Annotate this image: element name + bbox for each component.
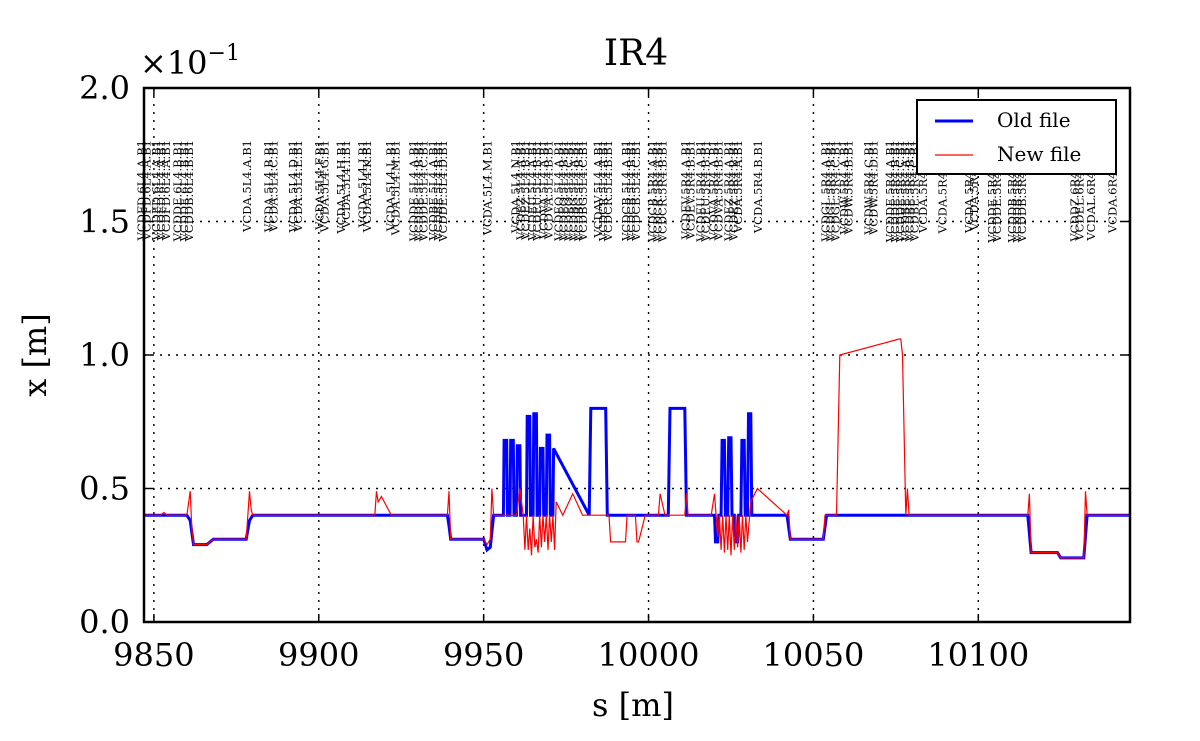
element-annotation: VCDCR.5L4.A.B1 xyxy=(596,140,610,242)
element-annotation: VCDEQ.5L4.C.B1 xyxy=(561,140,575,242)
element-annotation: VCDA.5L4.F.B1 xyxy=(312,140,326,231)
element-annotation: VCDCB.5R4.A.B1 xyxy=(645,140,659,243)
element-annotation: VCDA.5L4.M.B1 xyxy=(481,140,495,236)
element-annotation: VCDVA.5L4.B.B1 xyxy=(542,140,556,240)
element-annotation: VCDEV.5R4.B.B1 xyxy=(683,140,697,241)
element-annotation: VCDBG.5L4.A.B1 xyxy=(566,140,580,242)
grid-lines xyxy=(144,88,1130,622)
element-annotation: VCDBE.5R4.A.B1 xyxy=(898,140,912,243)
x-tick-label: 9950 xyxy=(443,636,524,674)
x-tick-label: 10000 xyxy=(598,636,700,674)
legend-label-old-file: Old file xyxy=(997,108,1071,132)
element-annotation: VCDEU.5L4.B.B1 xyxy=(530,140,544,242)
element-annotation: VCDW.5R4.C.B1 xyxy=(861,140,875,236)
y-tick-label: 2.0 xyxy=(79,69,130,107)
element-annotation: VCDEZ.5L4.B.B1 xyxy=(519,140,533,241)
element-annotation: VCDA.5L4.K.B1 xyxy=(360,140,374,233)
element-annotation: VCDCB.5L4.B.B1 xyxy=(624,140,638,242)
element-annotation: VCDA.5L4.I.B1 xyxy=(339,140,353,229)
x-axis-label: s [m] xyxy=(592,686,674,724)
element-annotation: VCDGL.5R4.B.B1 xyxy=(824,140,838,243)
element-annotation: VCDDE.5L4.B.B1 xyxy=(411,140,425,242)
element-annotation: VCDEU.5R4.A.B1 xyxy=(693,140,707,243)
element-annotation: VCDA.5L4.J.B1 xyxy=(355,140,369,228)
element-annotation: VCDA.5L4.D.B1 xyxy=(286,140,300,233)
element-annotation: VCDDB.6L4.B.B1 xyxy=(182,140,196,242)
element-annotation: VCDEZ.5R4.A.B1 xyxy=(721,140,735,242)
element-annotation: VCDA.5L4.E.B1 xyxy=(291,140,305,233)
chart-title: IR4 xyxy=(604,33,668,74)
element-annotation: VCDFD.6L4.A.B1 xyxy=(154,140,168,241)
element-annotation: VCDA.5L4.A.B1 xyxy=(240,140,254,233)
element-annotation: VCDW.5R4.A.B1 xyxy=(837,140,851,235)
element-annotation: VCDCR.5R4.A.B1 xyxy=(650,140,664,243)
element-annotation: VCDBE.5L4.A.B1 xyxy=(426,140,440,241)
y-axis-label: x [m] xyxy=(16,313,54,397)
element-annotation: VCDVA.5L4.A.B1 xyxy=(537,140,551,240)
element-annotation: VCDDE.6L4.B.B1 xyxy=(171,140,185,242)
legend-label-new-file: New file xyxy=(997,142,1081,166)
y-tick-label: 1.5 xyxy=(79,203,130,241)
element-annotation: VCDDE.5R4.A.B1 xyxy=(883,140,897,243)
element-annotation: VCDEQ.5L4.B.B1 xyxy=(556,140,570,242)
element-annotation: VCDA.5L4.M.B1 xyxy=(388,140,402,236)
element-annotation: VCDA.5L4.G.B1 xyxy=(317,140,331,233)
element-annotation: VCDA.5L4.N.B1 xyxy=(509,140,523,234)
element-annotation: VCDGL.5R4.C.B1 xyxy=(829,140,843,243)
element-annotation: VCDEV.5R4.A.B1 xyxy=(678,140,692,240)
element-annotation: VCDEZ.5L4.A.B1 xyxy=(514,140,528,241)
element-annotation: VCDA.5R4.B.B1 xyxy=(751,140,765,234)
x-tick-label: 9850 xyxy=(113,636,194,674)
element-annotation: VCDA.5L4.C.B1 xyxy=(266,140,280,233)
element-annotation: VCDCR.5L4.B.B1 xyxy=(601,140,615,242)
legend: Old file New file xyxy=(916,99,1117,175)
y-tick-label: 1.0 xyxy=(79,336,130,374)
y-multiplier-base: ×10 xyxy=(140,44,208,82)
legend-box xyxy=(916,99,1117,175)
series-line-new-file xyxy=(144,338,1130,559)
element-annotation: VCDBG.5L4.B.B1 xyxy=(571,140,585,242)
element-annotation: VCDDE.5R4.B.B1 xyxy=(888,140,902,243)
axis-ticks: 9850 9900 9950 10000 10050 10100 0.0 0.5 1.0 1.5 2… xyxy=(79,69,1130,674)
element-annotation: VCDDE.6L4.B.B1 xyxy=(177,140,191,242)
x-tick-label: 10100 xyxy=(927,636,1029,674)
y-tick-label: 0.5 xyxy=(79,470,130,508)
element-annotation: VCDGL.5R4.A.B1 xyxy=(819,140,833,242)
y-tick-label: 0.0 xyxy=(79,603,130,641)
series-lines xyxy=(144,338,1130,560)
element-annotation: VCDW.5R4.D.B1 xyxy=(866,140,880,236)
element-annotation: VCDFD.6L4.A.B1 xyxy=(159,140,173,241)
element-annotation: VCDBE.5R4.B.B1 xyxy=(903,140,917,243)
x-tick-label: 9900 xyxy=(278,636,359,674)
element-annotation: VCDA.5R4.A.B1 xyxy=(731,140,745,234)
element-annotation: VCDEQ.5L4.A.B1 xyxy=(552,140,566,242)
element-annotation: VCDA.5L4.L.B1 xyxy=(383,140,397,232)
element-annotation: VCDDE.5L4.A.B1 xyxy=(406,140,420,242)
x-tick-label: 10050 xyxy=(763,636,865,674)
element-annotation: VCDEU.5L4.A.B1 xyxy=(525,140,539,242)
element-annotation: VCDVA.5R4.A.B1 xyxy=(706,140,720,241)
element-annotation: VCDCR.5R4.B.B1 xyxy=(655,140,669,243)
element-annotation: VCDA.5L4.B.B1 xyxy=(261,140,275,233)
element-annotation: VCDBG.5L4.C.B1 xyxy=(576,140,590,242)
element-annotation: VCDCB.5L4.C.B1 xyxy=(629,140,643,242)
element-annotation: VCDBE.5L4.B.B1 xyxy=(431,140,445,242)
element-annotation: VCDDE.5L4.D.B1 xyxy=(436,140,450,243)
element-annotation: VCDAV.5L4.A.B1 xyxy=(591,140,605,239)
element-annotation: VCDFD.6L4.A.B1 xyxy=(149,140,163,241)
y-multiplier: ×10−1 xyxy=(140,41,240,82)
element-annotation: VCDEZ.5R4.B.B1 xyxy=(726,140,740,242)
element-annotation: VCDA.5L4.H.B1 xyxy=(334,140,348,235)
element-annotation: VCDVA.5R4.B.B1 xyxy=(711,140,725,241)
element-annotation: VCDW.5R4.B.B1 xyxy=(842,140,856,236)
element-annotation: VCDEU.5R4.B.B1 xyxy=(698,140,712,243)
element-annotation: VCDDE.5R4.C.B1 xyxy=(893,140,907,243)
element-annotation: VCDCB.5L4.A.B1 xyxy=(619,140,633,242)
element-annotation: VCDDE.5L4.C.B1 xyxy=(416,140,430,242)
y-multiplier-exponent: −1 xyxy=(208,41,240,66)
